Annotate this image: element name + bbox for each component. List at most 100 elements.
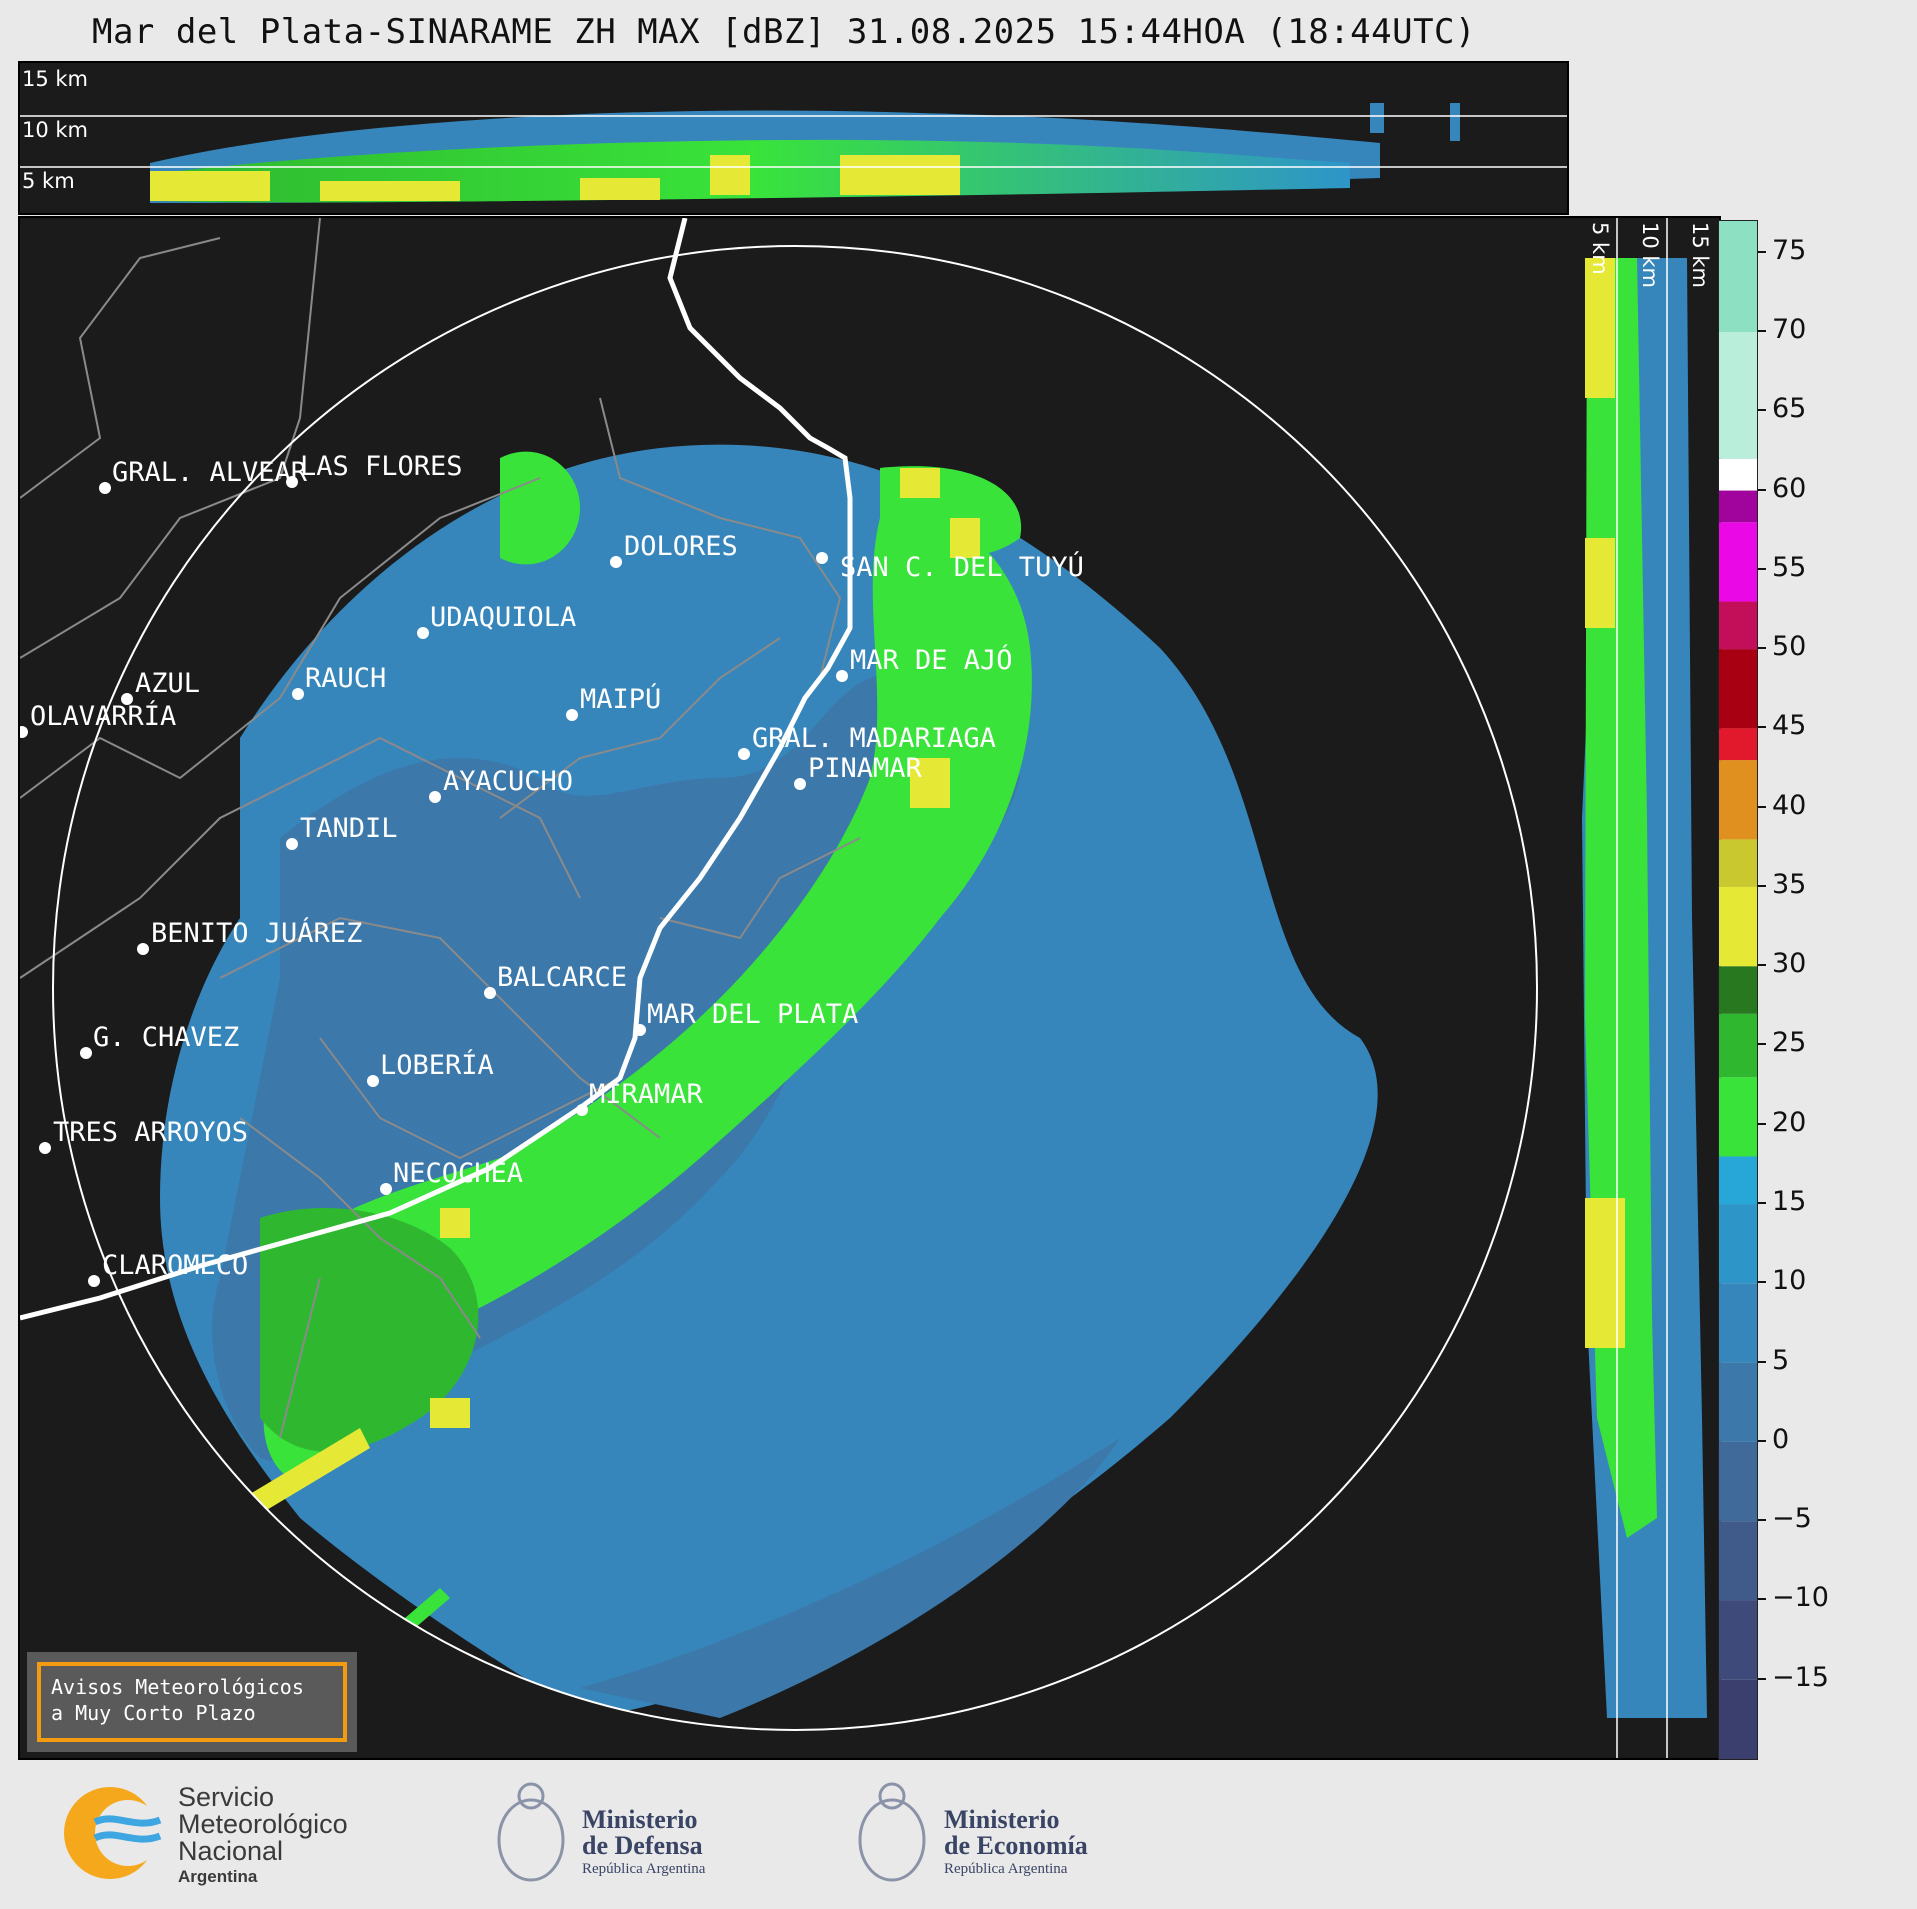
colorbar-graphic (1719, 221, 1757, 1759)
border-7 (599, 397, 842, 679)
economia-logo: Ministerio de Economía República Argenti… (858, 1782, 1088, 1882)
top-core-2 (320, 181, 460, 201)
border-1 (20, 237, 221, 499)
city-marker-icon (380, 1183, 392, 1195)
smn-logo-wave-1-icon (93, 1815, 162, 1827)
city-marker-icon (610, 556, 622, 568)
side-core-1 (1585, 258, 1615, 398)
colorbar (1718, 220, 1758, 1760)
colorbar-tick-mark (1758, 1281, 1766, 1284)
top-core-3 (580, 178, 660, 200)
radar-echoes (160, 444, 1378, 1718)
defensa-line-1: Ministerio (582, 1805, 698, 1834)
border-9 (659, 837, 861, 940)
footer-logos-graphic: Servicio Meteorológico Nacional Argentin… (64, 1782, 1088, 1886)
city-marker-icon (39, 1142, 51, 1154)
footer-logos: Servicio Meteorológico Nacional Argentin… (0, 1760, 1917, 1909)
core-ne-2 (950, 518, 980, 558)
city-marker-icon (20, 726, 28, 738)
colorbar-tick-label: 35 (1772, 868, 1807, 900)
colorbar-tick-label: 25 (1772, 1027, 1807, 1059)
border-2 (20, 218, 321, 659)
colorbar-segment (1719, 1441, 1757, 1522)
core-necochea (430, 1398, 470, 1428)
echo-moderate-band (263, 514, 1032, 1482)
city-label: CLAROMECO (102, 1250, 248, 1281)
top-alt-label-10: 10 km (22, 118, 88, 142)
colorbar-tick-mark (1758, 647, 1766, 650)
warning-box[interactable]: Avisos Meteorológicos a Muy Corto Plazo (27, 1652, 357, 1752)
colorbar-tick-label: −5 (1772, 1503, 1812, 1535)
colorbar-tick-mark (1758, 567, 1766, 570)
range-ring (52, 245, 1538, 1731)
colorbar-tick-mark (1758, 1122, 1766, 1125)
city-marker-icon (836, 670, 848, 682)
smn-logo: Servicio Meteorológico Nacional Argentin… (64, 1782, 348, 1886)
defensa-sun-icon (517, 1782, 545, 1810)
economia-sun-icon (878, 1782, 906, 1810)
colorbar-tick-mark (1758, 805, 1766, 808)
top-echo-dot-2 (1450, 103, 1460, 141)
colorbar-segment (1719, 490, 1757, 523)
side-alt-label-15: 15 km (1688, 222, 1712, 288)
top-core-4 (710, 155, 750, 195)
colorbar-tick-mark (1758, 884, 1766, 887)
colorbar-segment (1719, 331, 1757, 459)
smn-line-1: Servicio (178, 1782, 274, 1812)
colorbar-tick-mark (1758, 329, 1766, 332)
defensa-logo: Ministerio de Defensa República Argentin… (497, 1782, 706, 1882)
colorbar-segment (1719, 1204, 1757, 1284)
border-10 (319, 1037, 621, 1160)
city-marker-icon (367, 1075, 379, 1087)
colorbar-tick-label: 75 (1772, 234, 1807, 266)
city-marker-icon (816, 552, 828, 564)
colorbar-tick-label: 30 (1772, 948, 1807, 980)
border-8 (499, 637, 781, 819)
smn-line-2: Meteorológico (178, 1809, 348, 1839)
defensa-line-2: de Defensa (582, 1831, 703, 1860)
city-label: AYACUCHO (443, 766, 573, 797)
city-label: MAR DEL PLATA (647, 999, 858, 1030)
top-core-5 (840, 155, 960, 195)
economia-line-3: República Argentina (944, 1861, 1068, 1877)
top-alt-label-15: 15 km (22, 67, 88, 91)
colorbar-segment (1719, 1013, 1757, 1078)
smn-line-3: Nacional (178, 1836, 283, 1866)
colorbar-tick-labels: 75 70 65 60 55 50 45 40 35 30 25 20 15 10 5 0 −5 −10 −15 (1758, 220, 1858, 1760)
city-label: PINAMAR (808, 753, 923, 784)
colorbar-tick-mark (1758, 250, 1766, 253)
city-marker-icon (794, 778, 806, 790)
colorbar-segment (1719, 966, 1757, 1014)
colorbar-tick-mark (1758, 1360, 1766, 1363)
city-label: G. CHAVEZ (93, 1022, 239, 1053)
colorbar-segment (1719, 1600, 1757, 1680)
colorbar-tick-mark (1758, 1043, 1766, 1046)
warning-box-text[interactable]: Avisos Meteorológicos a Muy Corto Plazo (37, 1662, 347, 1742)
city-marker-icon (576, 1104, 588, 1116)
top-echo-dot-1 (1370, 103, 1384, 133)
colorbar-tick-label: 10 (1772, 1265, 1807, 1297)
core-loberia (440, 1208, 470, 1238)
city-marker-icon (80, 1047, 92, 1059)
colorbar-segment (1719, 1156, 1757, 1205)
side-cross-section-graphic: 5 km 10 km 15 km (1582, 218, 1712, 1758)
colorbar-tick-label: 65 (1772, 393, 1807, 425)
colorbar-segment (1719, 1521, 1757, 1601)
city-marker-icon (292, 688, 304, 700)
side-alt-label-5: 5 km (1588, 222, 1612, 275)
side-core-2 (1585, 538, 1615, 628)
city-label: NECOCHEA (393, 1158, 523, 1189)
colorbar-tick-label: 45 (1772, 710, 1807, 742)
colorbar-tick-mark (1758, 1519, 1766, 1522)
side-cross-section-panel: 5 km 10 km 15 km (1567, 216, 1721, 1760)
colorbar-tick-mark (1758, 726, 1766, 729)
core-ne-1 (900, 468, 940, 498)
colorbar-tick-mark (1758, 1202, 1766, 1205)
top-core-1 (150, 171, 270, 201)
city-marker-icon (417, 627, 429, 639)
defensa-shield-icon (497, 1798, 565, 1882)
border-5 (219, 916, 661, 1139)
colorbar-tick-label: −10 (1772, 1582, 1829, 1614)
colorbar-tick-label: 0 (1772, 1423, 1790, 1455)
city-label: TRES ARROYOS (53, 1117, 248, 1148)
